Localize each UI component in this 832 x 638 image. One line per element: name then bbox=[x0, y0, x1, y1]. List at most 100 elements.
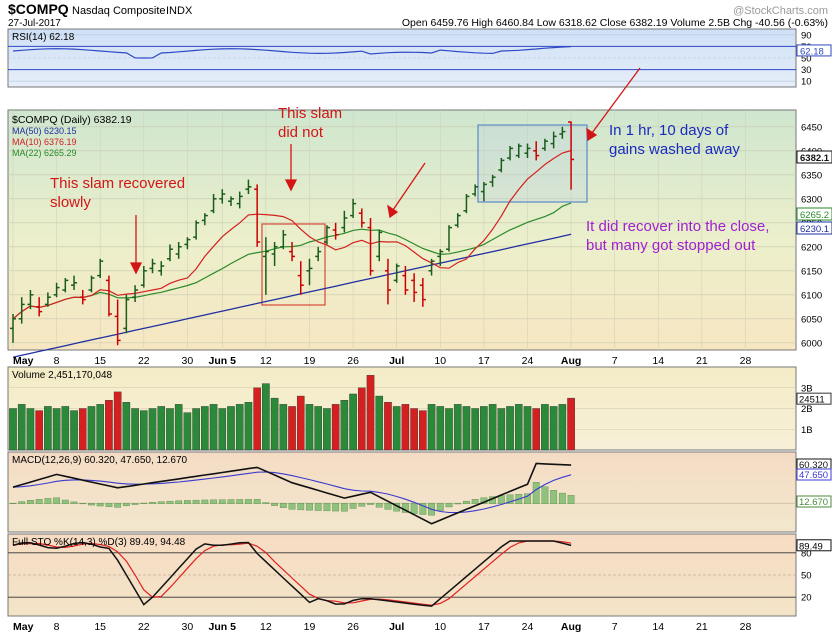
price-bar bbox=[158, 261, 165, 276]
macd-hist-bar bbox=[567, 495, 575, 504]
volume-bar bbox=[174, 404, 183, 451]
volume-bar bbox=[392, 406, 401, 451]
stochastic-k-line bbox=[12, 540, 572, 607]
volume-bar bbox=[87, 406, 96, 451]
date-tick-label: Aug bbox=[561, 355, 581, 367]
macd-hist-bar bbox=[323, 503, 331, 512]
volume-bar bbox=[105, 400, 113, 451]
volume-bar bbox=[314, 406, 323, 451]
macd-hist-bar bbox=[9, 503, 17, 504]
annotation-slam-did-not-1: This slam bbox=[278, 105, 342, 122]
volume-bar bbox=[201, 406, 209, 451]
price-panel: 6000605061006150620062506300635064006450… bbox=[7, 67, 832, 358]
price-bar bbox=[358, 208, 365, 228]
rsi-tick-label: 90 bbox=[801, 30, 812, 41]
index-name: Nasdaq Composite bbox=[72, 5, 166, 17]
macd-panel: MACD(12,26,9) 60.320, 47.650, 12.670 60.… bbox=[7, 451, 832, 533]
price-bar bbox=[175, 242, 182, 259]
volume-bar bbox=[514, 404, 523, 451]
price-bar bbox=[367, 218, 374, 276]
price-tick-label: 6300 bbox=[801, 194, 822, 205]
price-bar bbox=[114, 299, 121, 346]
macd-hist-bar bbox=[53, 497, 61, 504]
volume-bar bbox=[567, 397, 575, 451]
macd-hist-bar bbox=[210, 499, 217, 504]
date-tick-label: 10 bbox=[434, 621, 446, 633]
price-bar bbox=[53, 282, 60, 298]
price-bar bbox=[36, 297, 43, 317]
macd-hist-bar bbox=[550, 490, 558, 504]
volume-label: Volume 2,451,170,048 bbox=[12, 370, 113, 381]
price-bar bbox=[262, 237, 269, 295]
volume-bar bbox=[549, 406, 558, 451]
price-bar bbox=[384, 258, 391, 305]
macd-line bbox=[12, 462, 572, 525]
macd-hist-bar bbox=[70, 501, 78, 504]
volume-bar bbox=[26, 408, 35, 451]
price-bar bbox=[88, 275, 95, 293]
volume-bar bbox=[401, 404, 410, 451]
price-bar bbox=[323, 225, 330, 245]
annotation-slam-recovered-1: This slam recovered bbox=[50, 175, 185, 192]
price-bar bbox=[10, 314, 16, 343]
last-value-label: 6265.2 bbox=[800, 210, 829, 221]
last-value-box bbox=[796, 207, 832, 221]
price-bar bbox=[140, 266, 147, 288]
symbol: $COMPQ bbox=[8, 1, 69, 17]
price-bar bbox=[463, 194, 470, 214]
volume-bar bbox=[375, 395, 384, 451]
price-tick-label: 6350 bbox=[801, 170, 822, 181]
ma50-line bbox=[12, 233, 572, 358]
date-tick-label: 17 bbox=[478, 355, 490, 367]
price-bar bbox=[428, 258, 435, 276]
macd-histogram bbox=[9, 482, 575, 516]
volume-bar bbox=[139, 410, 148, 451]
macd-hist-bar bbox=[18, 501, 26, 504]
date-tick-label: 26 bbox=[347, 355, 359, 367]
price-bar bbox=[166, 244, 173, 262]
volume-bar bbox=[323, 408, 331, 451]
price-tick-label: 6000 bbox=[801, 338, 822, 349]
date-tick-label: Aug bbox=[561, 621, 581, 633]
macd-hist-bar bbox=[149, 502, 156, 504]
volume-bar bbox=[445, 408, 453, 451]
price-bar bbox=[219, 189, 226, 204]
date-tick-label: May bbox=[13, 621, 34, 633]
macd-hist-bar bbox=[27, 500, 34, 504]
macd-hist-bar bbox=[384, 503, 392, 510]
macd-hist-bar bbox=[227, 499, 235, 504]
volume-bar bbox=[331, 404, 340, 451]
volume-bar bbox=[122, 402, 131, 451]
macd-hist-bar bbox=[375, 503, 383, 508]
volume-last-label: 24511 bbox=[799, 395, 825, 406]
date-tick-label: 19 bbox=[304, 355, 316, 367]
annotation-gains-washed-1: In 1 hr, 10 days of bbox=[609, 122, 729, 139]
legend-ma10: MA(10) 6376.19 bbox=[12, 137, 77, 147]
volume-bar bbox=[558, 404, 567, 451]
volume-bar bbox=[253, 387, 261, 451]
annotation-recover-close-2: but many got stopped out bbox=[586, 237, 756, 254]
date-tick-label: 22 bbox=[138, 355, 150, 367]
macd-hist-bar bbox=[297, 503, 305, 511]
stochastic-tick-label: 20 bbox=[801, 593, 812, 604]
stochastic-last-label: 89.49 bbox=[799, 541, 823, 552]
volume-bar bbox=[52, 408, 61, 451]
price-bar bbox=[454, 213, 461, 228]
volume-bar bbox=[427, 404, 436, 451]
volume-bar bbox=[17, 404, 26, 451]
volume-bar bbox=[419, 410, 427, 451]
price-bar bbox=[550, 131, 557, 149]
macd-hist-bar bbox=[105, 503, 113, 507]
last-value-label: 6230.1 bbox=[800, 224, 829, 235]
price-bar bbox=[149, 258, 156, 274]
arrow-gains-washed bbox=[591, 67, 641, 134]
macd-hist-bar bbox=[436, 503, 444, 511]
macd-hist-bar bbox=[454, 503, 462, 505]
arrow-midjune bbox=[392, 162, 426, 211]
volume-bar bbox=[227, 406, 235, 451]
price-bar bbox=[315, 246, 322, 262]
price-bar bbox=[568, 121, 575, 190]
rsi-line bbox=[12, 46, 572, 59]
